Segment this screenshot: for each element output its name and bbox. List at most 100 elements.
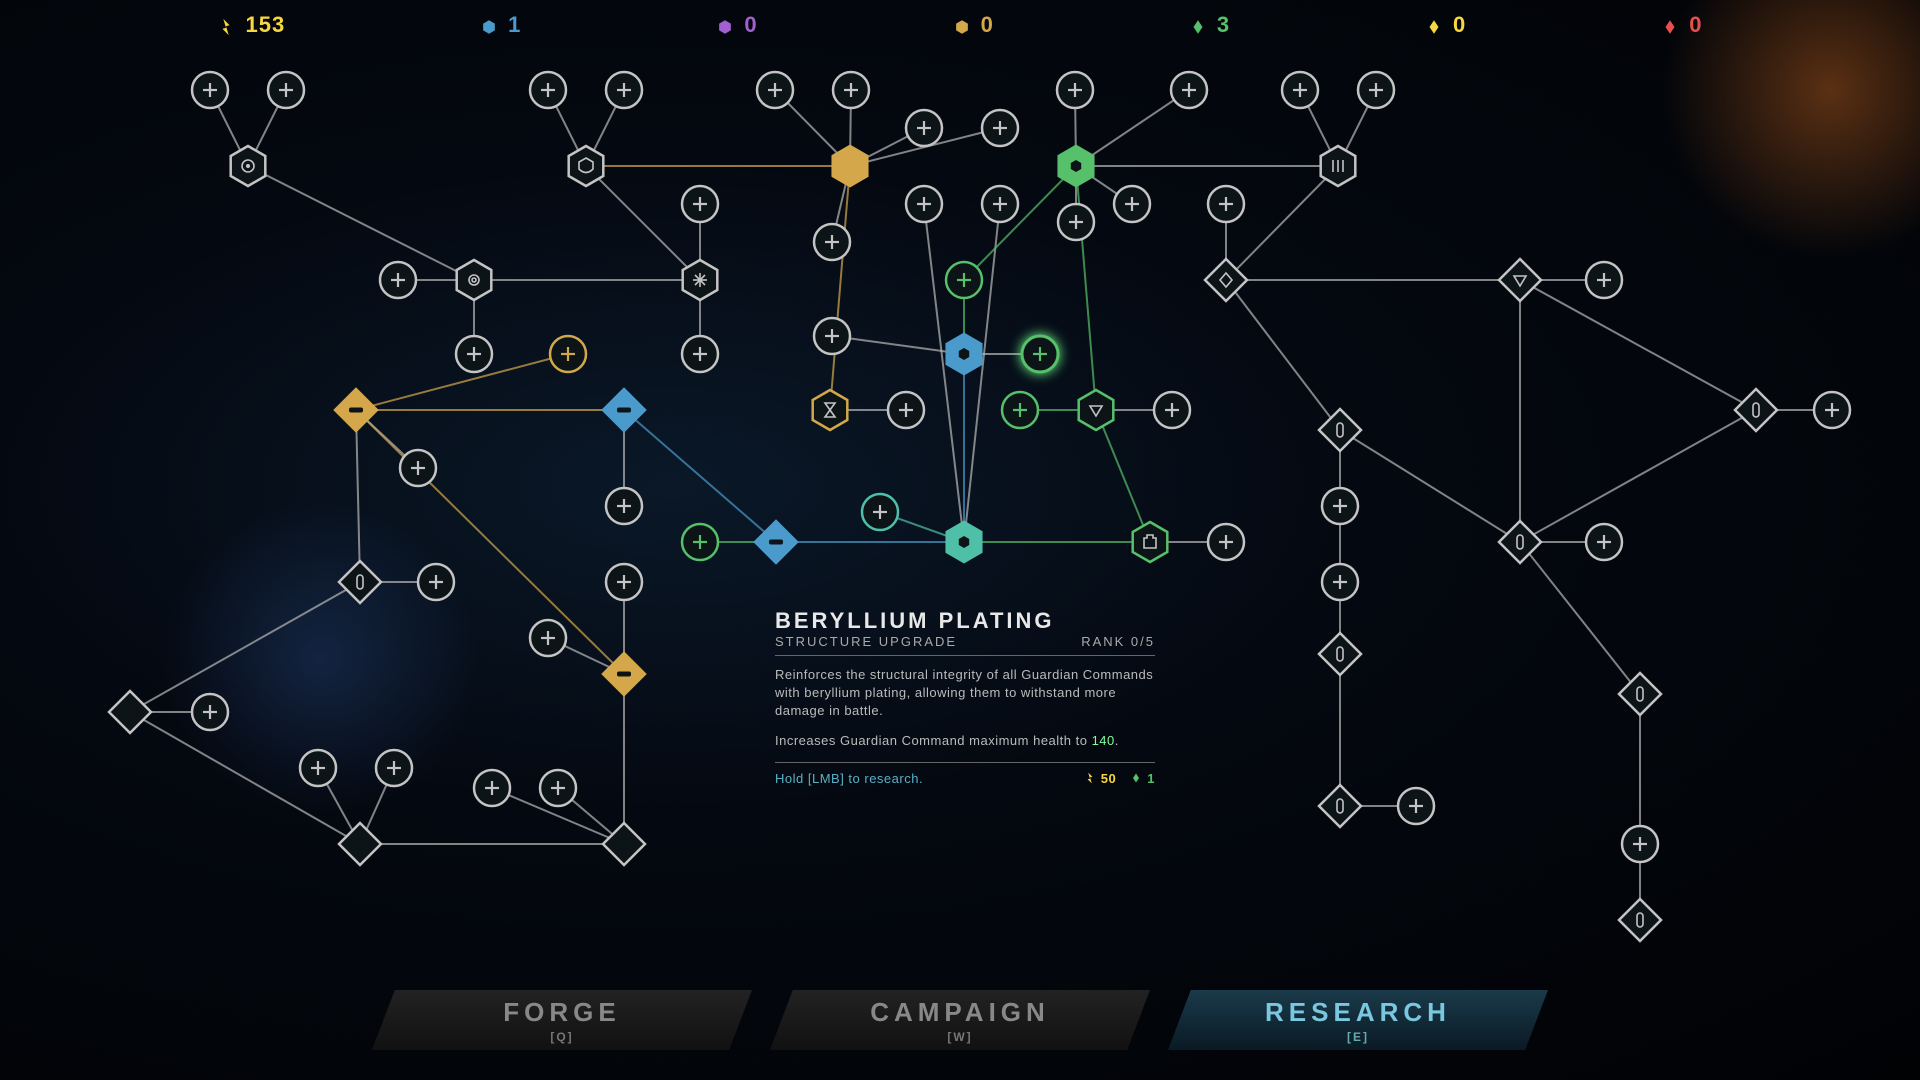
tree-node[interactable] bbox=[947, 334, 982, 374]
tree-node[interactable] bbox=[813, 390, 848, 430]
tree-node[interactable] bbox=[1398, 788, 1434, 824]
tree-edge bbox=[356, 410, 624, 674]
tree-node[interactable] bbox=[683, 260, 718, 300]
tree-node[interactable] bbox=[814, 318, 850, 354]
tree-node[interactable] bbox=[1208, 186, 1244, 222]
tree-edge bbox=[586, 166, 700, 280]
tree-node[interactable] bbox=[1586, 524, 1622, 560]
tree-node[interactable] bbox=[1133, 522, 1168, 562]
node-tooltip: BERYLLIUM PLATING STRUCTURE UPGRADE RANK… bbox=[775, 608, 1155, 786]
tree-edge bbox=[1520, 542, 1640, 694]
tree-node[interactable] bbox=[862, 494, 898, 530]
tree-node[interactable] bbox=[550, 336, 586, 372]
tree-node[interactable] bbox=[1814, 392, 1850, 428]
tooltip-action-hint: Hold [LMB] to research. bbox=[775, 771, 923, 786]
tree-node[interactable] bbox=[1319, 785, 1361, 827]
tooltip-subtitle: STRUCTURE UPGRADE bbox=[775, 634, 957, 649]
tree-node[interactable] bbox=[755, 521, 797, 563]
tree-node[interactable] bbox=[268, 72, 304, 108]
tree-node[interactable] bbox=[982, 186, 1018, 222]
tree-node[interactable] bbox=[888, 392, 924, 428]
bar-icon bbox=[769, 540, 783, 545]
tree-edge bbox=[248, 166, 474, 280]
tree-node[interactable] bbox=[1319, 633, 1361, 675]
tree-node[interactable] bbox=[1322, 564, 1358, 600]
tree-node[interactable] bbox=[1622, 826, 1658, 862]
tree-node[interactable] bbox=[682, 524, 718, 560]
tree-node[interactable] bbox=[833, 146, 868, 186]
tree-edge bbox=[1340, 430, 1520, 542]
tree-node[interactable] bbox=[400, 450, 436, 486]
tree-node[interactable] bbox=[339, 823, 381, 865]
tree-node[interactable] bbox=[1282, 72, 1318, 108]
tree-node[interactable] bbox=[192, 694, 228, 730]
tree-node[interactable] bbox=[300, 750, 336, 786]
tree-node[interactable] bbox=[1499, 521, 1541, 563]
tree-node[interactable] bbox=[1114, 186, 1150, 222]
research-tree bbox=[0, 0, 1920, 1080]
tab-label: CAMPAIGN bbox=[870, 997, 1050, 1028]
tree-edge bbox=[1520, 280, 1756, 410]
tree-node[interactable] bbox=[603, 389, 645, 431]
tree-node[interactable] bbox=[603, 823, 645, 865]
bottom-tabs: FORGE[Q] CAMPAIGN [W] RESEARCH[E] bbox=[372, 990, 1548, 1050]
tree-node[interactable] bbox=[1735, 389, 1777, 431]
tree-node[interactable] bbox=[1358, 72, 1394, 108]
tree-node[interactable] bbox=[1322, 488, 1358, 524]
bar-icon bbox=[617, 408, 631, 413]
tree-node[interactable] bbox=[457, 260, 492, 300]
tree-node[interactable] bbox=[814, 224, 850, 260]
tree-node[interactable] bbox=[231, 146, 266, 186]
tree-node[interactable] bbox=[1619, 673, 1661, 715]
tree-node[interactable] bbox=[1171, 72, 1207, 108]
tree-node[interactable] bbox=[1002, 392, 1038, 428]
tree-node[interactable] bbox=[1058, 204, 1094, 240]
tree-node[interactable] bbox=[757, 72, 793, 108]
tree-node[interactable] bbox=[947, 522, 982, 562]
tab-hotkey: [W] bbox=[947, 1030, 972, 1044]
tree-node[interactable] bbox=[906, 186, 942, 222]
bar-icon bbox=[349, 408, 363, 413]
tree-node[interactable] bbox=[1079, 390, 1114, 430]
tree-node[interactable] bbox=[530, 620, 566, 656]
tree-node[interactable] bbox=[192, 72, 228, 108]
tree-node[interactable] bbox=[339, 561, 381, 603]
tooltip-rank: RANK 0/5 bbox=[1081, 634, 1155, 649]
tab-campaign[interactable]: CAMPAIGN [W] bbox=[770, 990, 1150, 1050]
tree-node[interactable] bbox=[569, 146, 604, 186]
tab-hotkey: [Q] bbox=[550, 1030, 573, 1044]
tree-node[interactable] bbox=[946, 262, 982, 298]
tree-node[interactable] bbox=[474, 770, 510, 806]
tree-node[interactable] bbox=[380, 262, 416, 298]
tree-node[interactable] bbox=[376, 750, 412, 786]
tree-node[interactable] bbox=[1059, 146, 1094, 186]
tree-node[interactable] bbox=[540, 770, 576, 806]
tab-research[interactable]: RESEARCH[E] bbox=[1168, 990, 1548, 1050]
tree-node[interactable] bbox=[109, 691, 151, 733]
tooltip-effect: Increases Guardian Command maximum healt… bbox=[775, 733, 1155, 748]
tree-node[interactable] bbox=[606, 564, 642, 600]
tree-node[interactable] bbox=[1057, 72, 1093, 108]
tree-node[interactable] bbox=[456, 336, 492, 372]
tree-node[interactable] bbox=[906, 110, 942, 146]
tab-forge[interactable]: FORGE[Q] bbox=[372, 990, 752, 1050]
tree-node[interactable] bbox=[606, 72, 642, 108]
tree-node[interactable] bbox=[982, 110, 1018, 146]
tree-edge bbox=[356, 410, 360, 582]
tree-node[interactable] bbox=[1319, 409, 1361, 451]
tree-node[interactable] bbox=[682, 336, 718, 372]
tree-node[interactable] bbox=[418, 564, 454, 600]
tree-node[interactable] bbox=[1208, 524, 1244, 560]
tree-node[interactable] bbox=[1619, 899, 1661, 941]
tree-node[interactable] bbox=[1499, 259, 1541, 301]
tree-node[interactable] bbox=[1022, 336, 1058, 372]
tree-node[interactable] bbox=[1154, 392, 1190, 428]
tree-node[interactable] bbox=[833, 72, 869, 108]
tree-node[interactable] bbox=[530, 72, 566, 108]
tree-node[interactable] bbox=[1321, 146, 1356, 186]
tree-node[interactable] bbox=[606, 488, 642, 524]
tooltip-cost: 50 bbox=[1084, 771, 1116, 786]
tree-node[interactable] bbox=[1586, 262, 1622, 298]
tree-node[interactable] bbox=[682, 186, 718, 222]
tree-edge bbox=[1076, 166, 1096, 410]
